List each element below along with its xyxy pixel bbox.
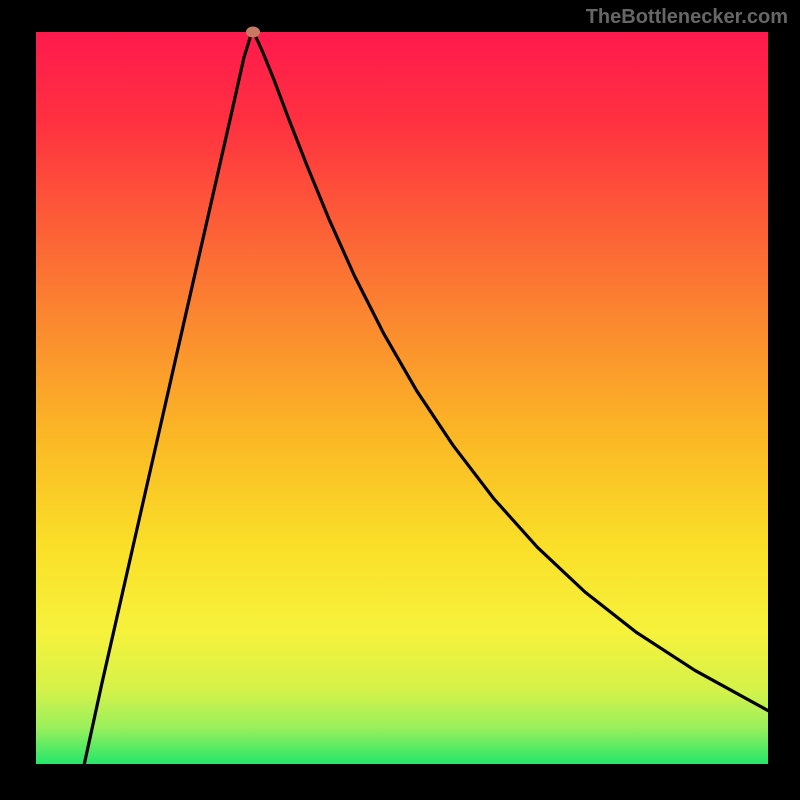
chart-background: [36, 32, 768, 764]
frame-right: [768, 0, 800, 800]
chart-svg: [36, 32, 768, 764]
frame-bottom: [0, 764, 800, 800]
frame-left: [0, 0, 36, 800]
frame-top: [0, 0, 800, 32]
minimum-marker: [246, 27, 260, 38]
